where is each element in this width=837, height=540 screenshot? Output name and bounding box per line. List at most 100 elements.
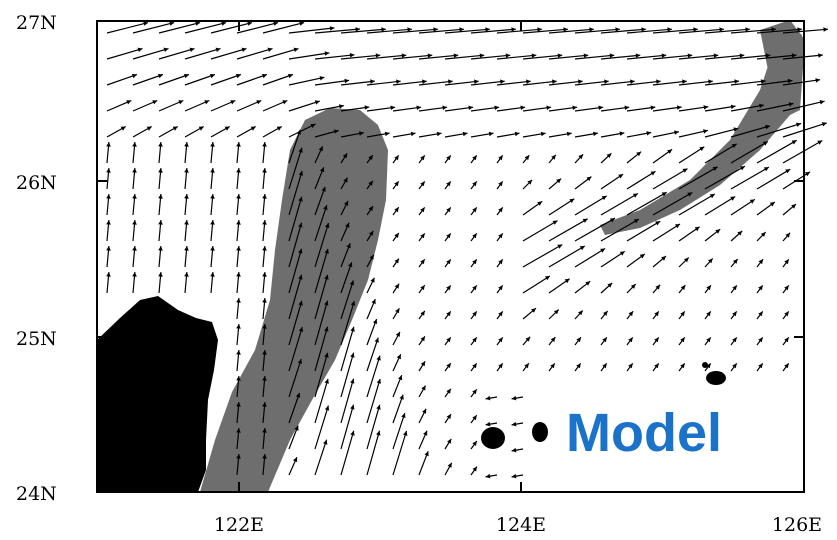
vector-arrow <box>678 166 718 190</box>
vector-arrowhead <box>364 105 370 110</box>
vector-arrow <box>704 80 740 86</box>
vector-arrowhead <box>204 100 210 105</box>
vector-arrowhead <box>324 352 329 358</box>
vector-arrow <box>340 378 355 424</box>
vector-arrowhead <box>369 230 374 236</box>
vector-arrowhead <box>706 285 711 291</box>
vector-arrowhead <box>329 26 335 31</box>
vector-arrowhead <box>324 378 329 384</box>
vector-arrowhead <box>423 430 428 436</box>
vector-arrowhead <box>520 105 526 110</box>
vector-arrowhead <box>324 326 329 332</box>
vector-arrow <box>574 80 609 86</box>
vector-arrow <box>106 22 149 34</box>
vector-arrowhead <box>407 27 412 32</box>
vector-arrowhead <box>687 53 693 58</box>
vector-arrowhead <box>320 167 325 173</box>
vector-arrowhead <box>172 126 178 131</box>
vector-arrow <box>392 28 438 34</box>
vector-arrow <box>314 105 344 112</box>
vector-arrowhead <box>420 336 425 342</box>
vector-arrowhead <box>158 142 163 147</box>
vector-arrowhead <box>250 126 256 131</box>
vector-arrowhead <box>784 337 789 343</box>
vector-arrowhead <box>369 254 374 260</box>
vector-arrowhead <box>370 79 375 84</box>
vector-arrowhead <box>236 272 241 277</box>
vector-arrow <box>574 247 606 268</box>
vector-arrowhead <box>198 126 204 131</box>
vector-arrow <box>366 54 407 60</box>
vector-arrowhead <box>293 457 298 463</box>
vector-arrowhead <box>763 167 769 172</box>
vector-arrowhead <box>583 53 589 58</box>
vector-arrow <box>730 54 771 60</box>
vector-arrow <box>548 28 594 34</box>
vector-arrow <box>340 352 355 398</box>
vector-arrowhead <box>262 402 267 407</box>
vector-arrow <box>522 54 563 60</box>
vector-arrowhead <box>472 415 477 421</box>
vector-arrowhead <box>459 27 464 32</box>
vector-arrow <box>652 80 687 86</box>
vector-arrow <box>600 28 646 34</box>
vector-arrowhead <box>498 285 503 291</box>
vector-arrow <box>340 280 354 320</box>
vector-arrowhead <box>298 248 303 254</box>
vector-arrow <box>548 245 586 268</box>
vector-arrowhead <box>210 194 215 199</box>
vector-arrowhead <box>321 186 326 192</box>
vector-arrowhead <box>158 73 163 79</box>
vector-arrowhead <box>184 272 189 277</box>
vector-arrowhead <box>511 473 517 479</box>
vector-arrowhead <box>236 246 241 251</box>
vector-arrowhead <box>236 298 241 303</box>
vector-arrowhead <box>394 207 399 213</box>
vector-arrow <box>340 326 355 372</box>
vector-arrow <box>418 28 464 34</box>
vector-arrow <box>496 54 537 60</box>
x-tick-label-126e: 126E <box>772 514 822 536</box>
vector-arrowhead <box>791 140 797 145</box>
vector-arrow <box>730 198 756 216</box>
vector-arrow <box>730 125 771 138</box>
vector-arrowhead <box>745 27 750 32</box>
vector-arrowhead <box>241 47 247 52</box>
vector-arrowhead <box>682 168 688 173</box>
vector-arrowhead <box>318 146 323 152</box>
vector-arrow <box>392 412 406 450</box>
vector-arrow <box>314 300 329 346</box>
vector-arrow <box>314 186 326 216</box>
vector-arrowhead <box>680 311 685 317</box>
vector-arrowhead <box>609 218 615 223</box>
vector-arrowhead <box>106 220 111 225</box>
vector-arrowhead <box>262 168 267 173</box>
vector-arrowhead <box>485 421 491 427</box>
vector-arrow <box>496 80 531 86</box>
vector-arrowhead <box>654 363 659 369</box>
vector-arrow <box>288 170 303 216</box>
vector-arrow <box>132 73 164 86</box>
vector-arrow <box>444 80 479 86</box>
vector-arrowhead <box>184 220 189 225</box>
vector-arrowhead <box>628 363 633 369</box>
vector-arrowhead <box>505 53 511 58</box>
vector-arrow <box>678 80 713 86</box>
vector-arrowhead <box>680 363 685 369</box>
vector-arrow <box>314 222 330 268</box>
vector-arrow <box>574 217 616 242</box>
vector-arrowhead <box>703 129 708 134</box>
vector-arrowhead <box>760 79 766 84</box>
vector-arrowhead <box>446 181 451 187</box>
vector-arrow <box>158 73 190 86</box>
vector-arrow <box>288 76 325 86</box>
vector-arrowhead <box>576 363 581 369</box>
vector-arrowhead <box>680 285 686 290</box>
vector-arrow <box>366 378 381 424</box>
vector-arrowhead <box>749 199 755 204</box>
vector-arrowhead <box>399 394 404 400</box>
vector-arrowhead <box>424 451 429 457</box>
vector-arrowhead <box>485 473 491 479</box>
vector-arrowhead <box>537 27 542 32</box>
